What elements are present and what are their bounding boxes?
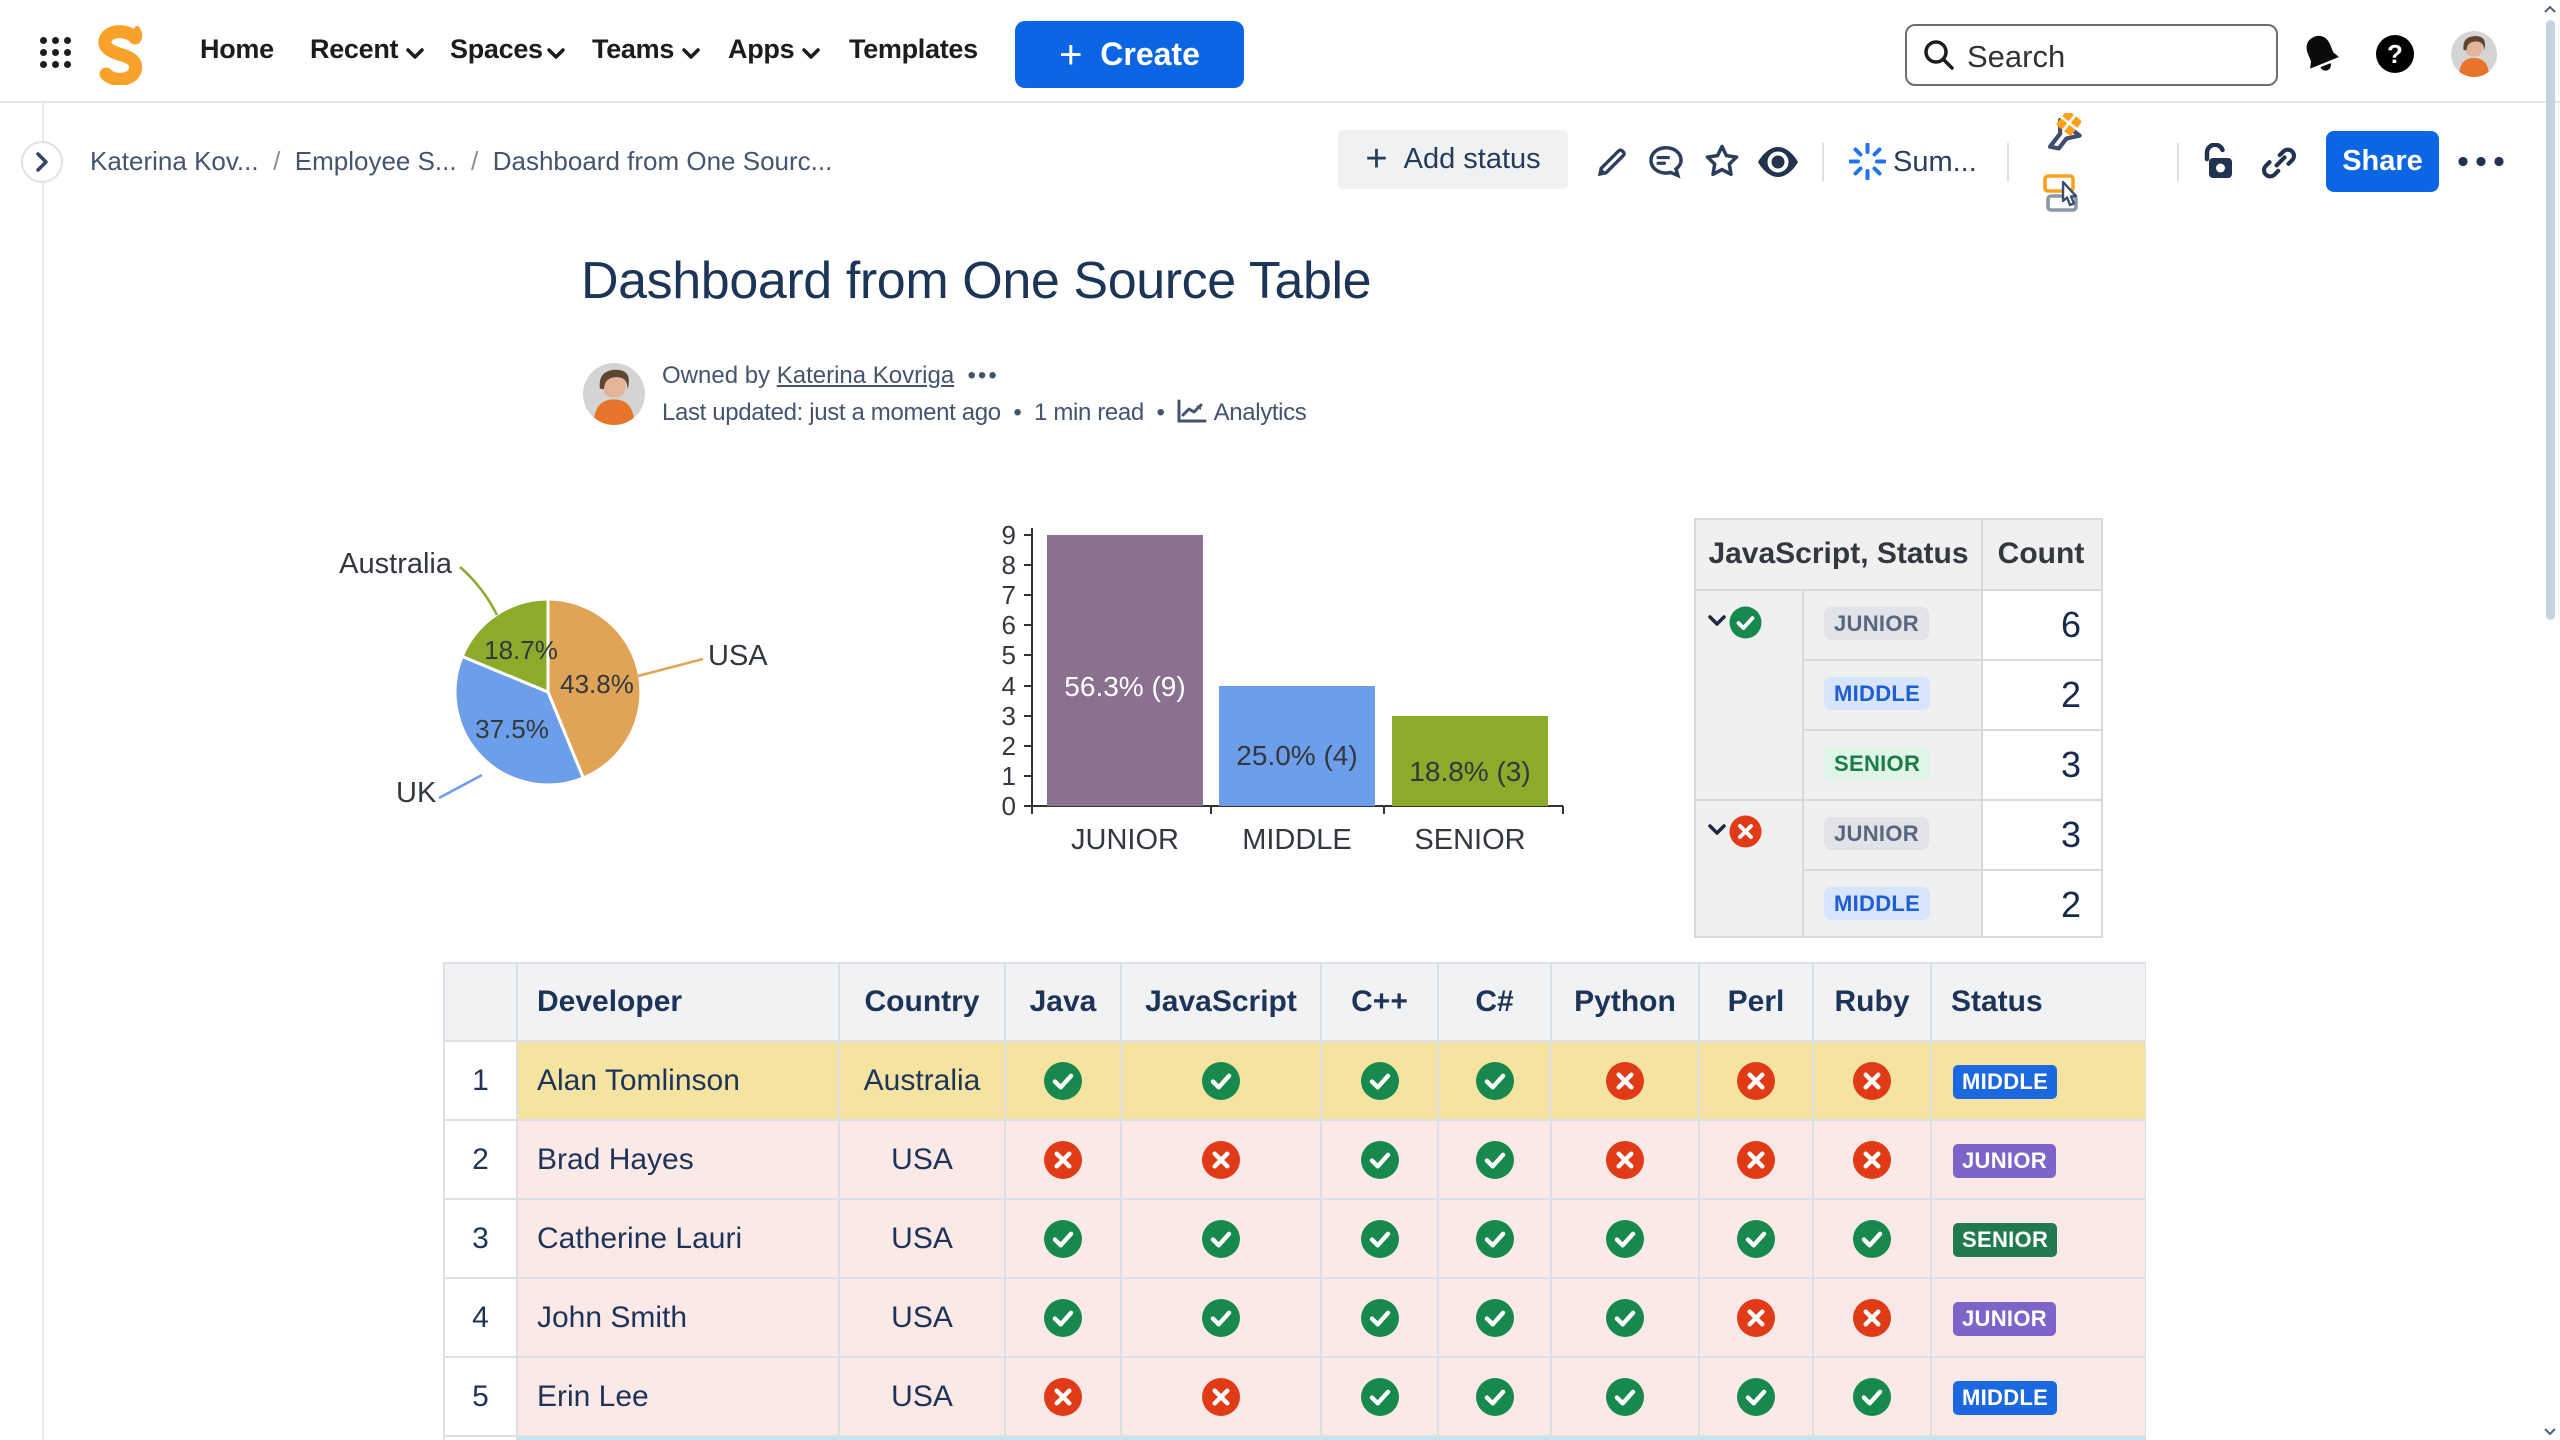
svg-text:Australia: Australia (339, 548, 453, 580)
svg-text:8: 8 (1002, 550, 1016, 580)
svg-text:USA: USA (708, 640, 768, 672)
svg-text:7: 7 (1002, 580, 1016, 610)
svg-text:18.7%: 18.7% (484, 635, 558, 665)
svg-text:43.8%: 43.8% (560, 669, 634, 699)
svg-text:18.8% (3): 18.8% (3) (1409, 756, 1530, 787)
svg-text:0: 0 (1002, 791, 1016, 821)
svg-text:JUNIOR: JUNIOR (1071, 824, 1179, 856)
svg-text:SENIOR: SENIOR (1414, 824, 1525, 856)
svg-text:25.0% (4): 25.0% (4) (1236, 740, 1357, 771)
svg-text:MIDDLE: MIDDLE (1242, 824, 1352, 856)
svg-text:4: 4 (1002, 671, 1016, 701)
svg-text:3: 3 (1002, 701, 1016, 731)
svg-text:UK: UK (396, 777, 437, 809)
svg-text:9: 9 (1002, 520, 1016, 550)
svg-text:37.5%: 37.5% (475, 714, 549, 744)
svg-text:6: 6 (1002, 610, 1016, 640)
svg-text:56.3% (9): 56.3% (9) (1064, 671, 1185, 702)
svg-text:1: 1 (1002, 761, 1016, 791)
svg-text:2: 2 (1002, 731, 1016, 761)
svg-text:5: 5 (1002, 640, 1016, 670)
